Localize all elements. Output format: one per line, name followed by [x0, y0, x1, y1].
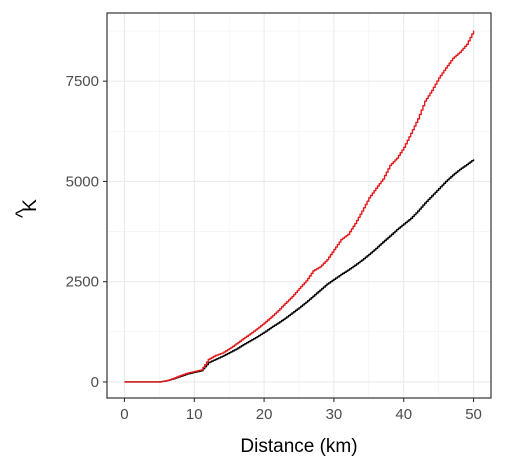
x-tick-label: 10 — [186, 406, 203, 423]
y-axis-title-accent: ^ — [13, 209, 34, 218]
x-tick-label: 30 — [326, 406, 343, 423]
x-tick-label: 0 — [120, 406, 128, 423]
series-line-2 — [124, 30, 475, 383]
grid — [107, 13, 491, 398]
y-axis-title-group: K ^ — [13, 199, 41, 218]
series-group — [124, 30, 475, 383]
y-axis-title: K — [20, 199, 41, 212]
y-tick-label: 5000 — [66, 173, 99, 190]
x-axis-title: Distance (km) — [240, 436, 357, 457]
x-tick-label: 20 — [256, 406, 273, 423]
panel-border — [106, 12, 492, 399]
ticks: 0 10 20 30 40 50 0 2500 5000 7500 — [66, 73, 482, 423]
y-tick-label: 0 — [91, 374, 99, 391]
x-tick-label: 40 — [395, 406, 412, 423]
y-tick-label: 7500 — [66, 73, 99, 90]
y-tick-label: 2500 — [66, 274, 99, 291]
x-tick-label: 50 — [465, 406, 482, 423]
